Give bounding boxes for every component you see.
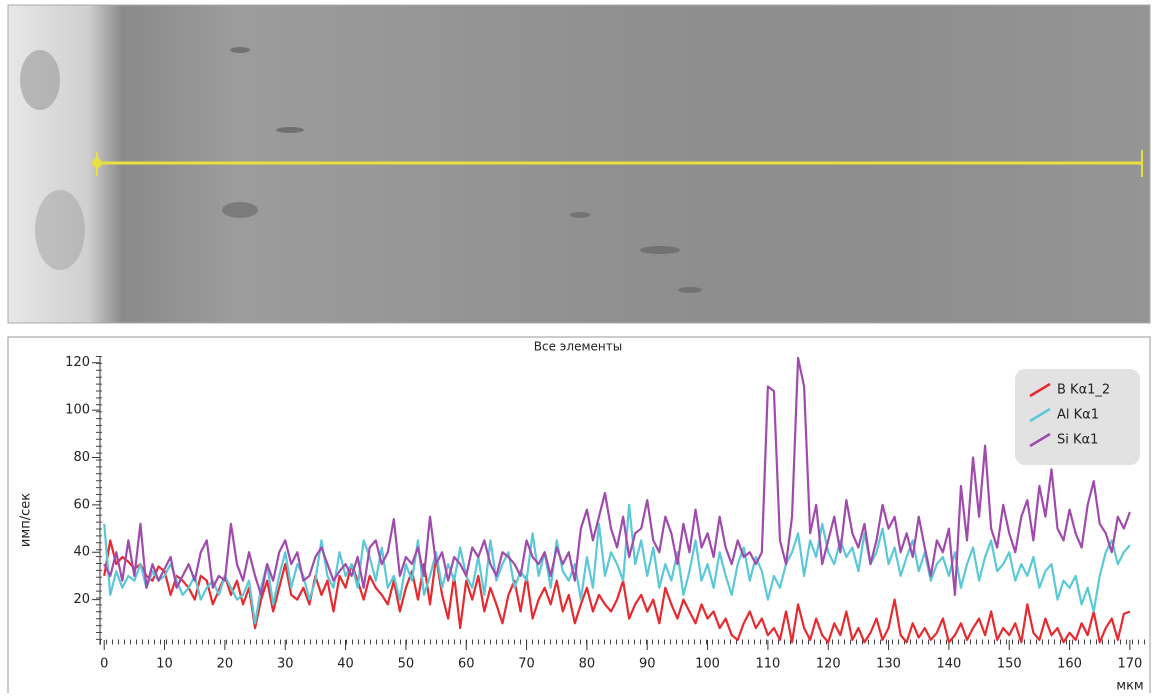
legend-swatch — [1029, 432, 1051, 448]
y-tick-label: 120 — [65, 355, 90, 370]
y-tick-label: 20 — [73, 592, 90, 607]
series-line — [103, 539, 1131, 644]
chart-title: Все элементы — [534, 340, 622, 354]
x-tick-label: 130 — [876, 657, 901, 672]
legend-swatch — [1029, 407, 1051, 423]
x-tick-label: 70 — [518, 657, 535, 672]
series-line — [103, 503, 1131, 625]
x-tick-label: 80 — [579, 657, 596, 672]
x-tick-label: 90 — [639, 657, 656, 672]
x-tick-label: 50 — [398, 657, 415, 672]
sem-image — [7, 4, 1151, 324]
legend-label: Al Kα1 — [1057, 408, 1099, 423]
series-line — [103, 356, 1131, 596]
x-tick-label: 160 — [1057, 657, 1082, 672]
x-tick-label: 60 — [458, 657, 475, 672]
x-tick-label: 110 — [755, 657, 780, 672]
y-tick-label: 60 — [73, 497, 90, 512]
y-axis-label: имп/сек — [19, 493, 34, 547]
x-tick-label: 120 — [816, 657, 841, 672]
x-tick-label: 30 — [277, 657, 294, 672]
x-tick-label: 150 — [997, 657, 1022, 672]
x-tick-label: 40 — [337, 657, 354, 672]
x-tick-label: 170 — [1117, 657, 1142, 672]
x-tick-label: 10 — [156, 657, 173, 672]
y-tick-label: 100 — [65, 403, 90, 418]
legend: B Kα1_2 Al Kα1 Si Kα1 — [1015, 369, 1140, 465]
x-tick-label: 20 — [217, 657, 234, 672]
x-tick-label: 140 — [936, 657, 961, 672]
y-tick-label: 40 — [73, 545, 90, 560]
plot-area — [103, 356, 1131, 644]
legend-label: Si Kα1 — [1057, 433, 1098, 448]
legend-label: B Kα1_2 — [1057, 383, 1110, 398]
legend-box — [1015, 369, 1140, 465]
x-tick-label: 0 — [100, 657, 108, 672]
legend-swatch — [1029, 382, 1051, 398]
axes: 20 40 60 80 100 120 0 10 20 30 40 50 60 70 80 90 100 110 1… — [65, 355, 1148, 672]
x-tick-label: 100 — [695, 657, 720, 672]
x-axis-label: мкм — [1116, 679, 1143, 694]
y-tick-label: 80 — [73, 450, 90, 465]
